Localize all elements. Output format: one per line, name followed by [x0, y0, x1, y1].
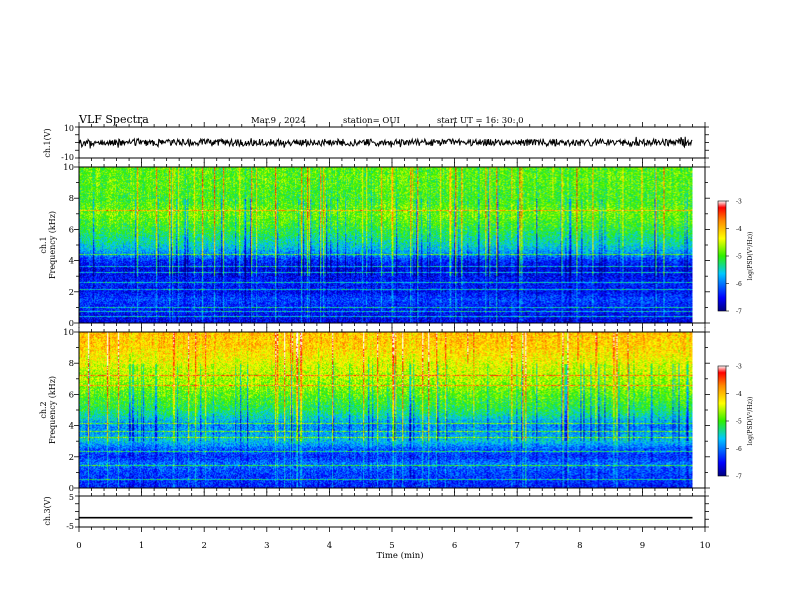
colorbar-label: log(PSD(V²/Hz)) — [747, 232, 754, 281]
x-tick-label: 2 — [201, 541, 206, 551]
y-tick-label: 0 — [69, 319, 74, 329]
x-tick-label: 5 — [389, 541, 394, 551]
y-tick-label: 8 — [69, 359, 74, 369]
y-tick-label: 0 — [69, 484, 74, 494]
ch2-spectrogram-ticks — [78, 327, 706, 493]
y-tick-label: 8 — [69, 194, 74, 204]
ch1-waveform-panel: 10 -10 ch.1(V) — [43, 122, 709, 163]
ch1-waveform-ticks — [75, 122, 709, 163]
x-tick-label: 7 — [514, 541, 519, 551]
ch1-spectrogram-panel: 0 2 4 6 8 10 ch.1 Frequency (kHz) — [39, 162, 710, 329]
y-tick-label: 6 — [69, 390, 74, 400]
colorbar-gradient — [717, 200, 727, 312]
colorbar-tick-label: -5 — [736, 254, 742, 261]
x-tick-label: 9 — [640, 541, 645, 551]
ch2-spectrogram-image — [79, 332, 693, 488]
x-axis-label: Time (min) — [376, 550, 423, 561]
ch3-waveform-panel: 5 -5 ch.3(V) — [43, 491, 709, 532]
colorbar-tick-label: -4 — [736, 391, 742, 398]
y-tick-label: 4 — [69, 422, 74, 432]
ch2-colorbar: -3 -4 -5 -6 -7 log(PSD(V²/Hz)) — [717, 364, 754, 481]
x-axis-tick-labels: 0 1 2 3 4 5 6 7 8 9 10 — [76, 541, 710, 551]
x-tick-label: 4 — [327, 541, 332, 551]
ch1-spectrogram-image — [79, 167, 693, 323]
colorbar-gradient — [717, 365, 727, 477]
ch3-ytick-bottom: -5 — [66, 522, 74, 531]
ch2-spectrogram-panel: 0 2 4 6 8 10 ch.2 Frequency (kHz) — [39, 327, 710, 494]
date-label: Mar.9 , 2024 — [251, 116, 306, 126]
colorbar-tick-label: -7 — [736, 474, 742, 481]
x-tick-label: 3 — [264, 541, 269, 551]
y-tick-label: 2 — [69, 453, 74, 463]
colorbar-tick-label: -3 — [736, 364, 742, 371]
colorbar-tick-label: -3 — [736, 199, 742, 206]
start-time-label: start UT = 16: 30: 0 — [437, 116, 524, 126]
colorbar-tick-label: -6 — [736, 446, 742, 453]
ch2-spectrogram-ylabel: Frequency (kHz) — [48, 376, 57, 444]
x-tick-label: 6 — [452, 541, 457, 551]
ch3-waveform-ylabel: ch.3(V) — [43, 496, 52, 525]
y-tick-label: 10 — [63, 328, 74, 338]
ch1-ytick-top: 10 — [64, 124, 74, 133]
y-tick-label: 2 — [69, 288, 74, 298]
x-tick-label: 8 — [577, 541, 582, 551]
ch3-ytick-top: 5 — [69, 493, 74, 502]
ch3-waveform-frame — [78, 495, 706, 528]
ch1-colorbar: -3 -4 -5 -6 -7 log(PSD(V²/Hz)) — [717, 199, 754, 316]
ch1-spectrogram-yticks: 0 2 4 6 8 10 — [63, 163, 710, 329]
ch1-spectrogram-channel: ch.1 — [39, 236, 48, 253]
y-tick-label: 10 — [63, 163, 74, 173]
x-tick-label: 10 — [700, 541, 711, 551]
ch1-spectrogram-ylabel: Frequency (kHz) — [48, 211, 57, 279]
y-tick-label: 4 — [69, 257, 74, 267]
y-tick-label: 6 — [69, 225, 74, 235]
ch3-waveform-ticks — [75, 491, 709, 532]
figure-title: VLF Spectra — [78, 113, 149, 126]
colorbar-label: log(PSD(V²/Hz)) — [747, 397, 754, 446]
ch2-spectrogram-channel: ch.2 — [39, 401, 48, 418]
ch1-waveform-trace — [78, 136, 693, 149]
colorbar-tick-label: -7 — [736, 309, 742, 316]
colorbar-tick-label: -4 — [736, 226, 742, 233]
station-label: station= OUI — [343, 116, 400, 126]
colorbar-tick-label: -5 — [736, 419, 742, 426]
ch1-ytick-bottom: -10 — [61, 153, 74, 162]
ch1-waveform-ylabel: ch.1(V) — [43, 128, 52, 157]
ch2-spectrogram-yticks: 0 2 4 6 8 10 — [63, 328, 710, 494]
x-tick-label: 1 — [139, 541, 144, 551]
colorbar-tick-label: -6 — [736, 281, 742, 288]
x-tick-label: 0 — [76, 541, 81, 551]
